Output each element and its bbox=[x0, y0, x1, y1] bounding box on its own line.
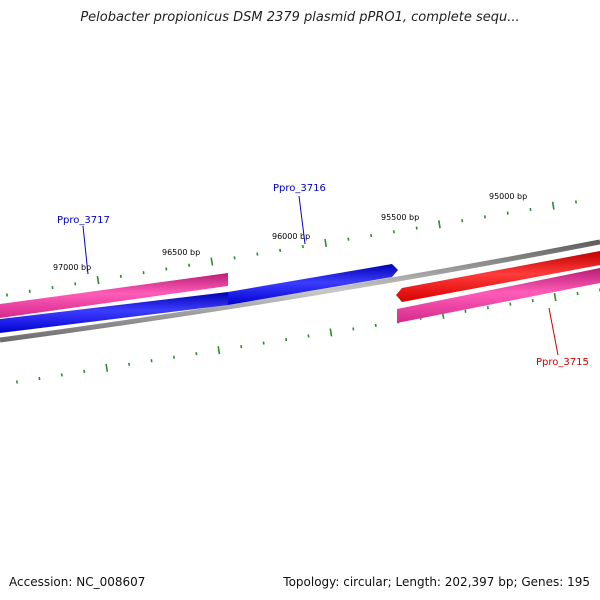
outer-major-tick bbox=[551, 201, 555, 210]
tick-label-96500: 96500 bp bbox=[162, 248, 200, 257]
map-title: Pelobacter propionicus DSM 2379 plasmid … bbox=[80, 10, 520, 25]
gene-label-ppro-3717[interactable]: Ppro_3717 bbox=[57, 215, 110, 226]
backbone-ring bbox=[0, 239, 600, 343]
outer-major-tick bbox=[96, 276, 100, 285]
inner-major-tick bbox=[217, 346, 221, 355]
tick-label-95500: 95500 bp bbox=[381, 213, 419, 222]
accession-text: Accession: NC_008607 bbox=[9, 575, 146, 589]
gene-forward-pink-right[interactable] bbox=[397, 268, 600, 323]
inner-major-tick bbox=[105, 363, 109, 372]
tick-label-95000: 95000 bp bbox=[489, 192, 527, 201]
outer-major-tick bbox=[438, 220, 441, 229]
gene-ppro-3717[interactable] bbox=[0, 273, 228, 318]
outer-tick-track bbox=[5, 200, 578, 297]
inner-major-tick bbox=[329, 328, 333, 337]
topology-summary: Topology: circular; Length: 202,397 bp; … bbox=[283, 575, 590, 589]
inner-major-tick bbox=[553, 293, 557, 302]
gene-ppro-3716[interactable] bbox=[228, 264, 398, 305]
ppro-3715-connector bbox=[548, 307, 559, 356]
gene-ppro-3715[interactable] bbox=[396, 251, 600, 302]
tick-label-96000: 96000 bp bbox=[272, 232, 310, 241]
gene-label-ppro-3715[interactable]: Ppro_3715 bbox=[536, 357, 589, 368]
ppro-3716-connector bbox=[298, 195, 306, 245]
outer-major-tick bbox=[324, 238, 328, 247]
inner-tick-track bbox=[15, 288, 600, 384]
gene-reverse-blue-left[interactable] bbox=[0, 292, 228, 333]
gene-label-ppro-3716[interactable]: Ppro_3716 bbox=[273, 183, 326, 194]
outer-major-tick bbox=[210, 257, 214, 266]
tick-label-97000: 97000 bp bbox=[53, 263, 91, 272]
ppro-3717-connector bbox=[82, 225, 89, 275]
